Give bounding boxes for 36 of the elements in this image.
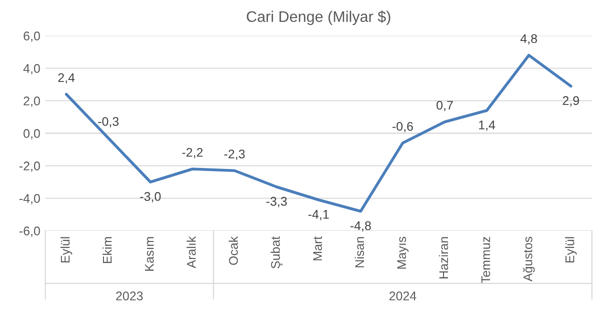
data-label: 2,4 xyxy=(58,73,75,84)
x-tick-label: Temmuz xyxy=(481,236,490,284)
x-tick-label: Ekim xyxy=(102,237,112,264)
data-label: -0,3 xyxy=(98,117,119,128)
y-tick-label: 2,0 xyxy=(24,96,40,107)
data-label: -0,6 xyxy=(392,122,413,132)
x-tick-label: Ağustos xyxy=(522,236,535,282)
data-label: 4,8 xyxy=(520,34,537,45)
data-label: -2,3 xyxy=(224,150,245,160)
x-tick-label: Haziran xyxy=(438,237,448,278)
data-label: -4,8 xyxy=(350,221,371,232)
x-tick-label: Eylül xyxy=(60,237,72,262)
text: 2023 xyxy=(116,292,143,300)
data-label: 0,7 xyxy=(436,100,453,112)
y-tick-label: -2,0 xyxy=(19,162,40,172)
y-tick-label: 4,0 xyxy=(23,64,40,74)
data-label: 1,4 xyxy=(479,120,496,131)
chart-title: Cari Denge (Milyar $) xyxy=(246,10,390,26)
x-tick-label: Şubat xyxy=(270,236,282,268)
x-tick-label: Eylül xyxy=(565,237,577,262)
x-tick-label: Ocak xyxy=(228,236,238,265)
x-tick-label: Mart xyxy=(313,236,322,260)
data-label: -2,2 xyxy=(182,148,203,158)
y-tick-label: 0,0 xyxy=(24,129,40,140)
data-label: -3,0 xyxy=(140,192,161,202)
x-tick-label: Nisan xyxy=(354,237,364,268)
data-label: -4,1 xyxy=(308,210,329,220)
y-tick-label: 6,0 xyxy=(24,32,40,42)
x-tick-label: Mayıs xyxy=(397,236,409,269)
data-label: -3,3 xyxy=(266,196,287,208)
y-tick-label: -6,0 xyxy=(19,226,40,237)
y-tick-label: -4,0 xyxy=(19,194,40,204)
data-label: 2,9 xyxy=(562,96,579,107)
x-tick-label: Aralık xyxy=(186,236,196,268)
x-tick-label: Kasım xyxy=(145,237,154,271)
text: 2024 xyxy=(389,292,416,300)
